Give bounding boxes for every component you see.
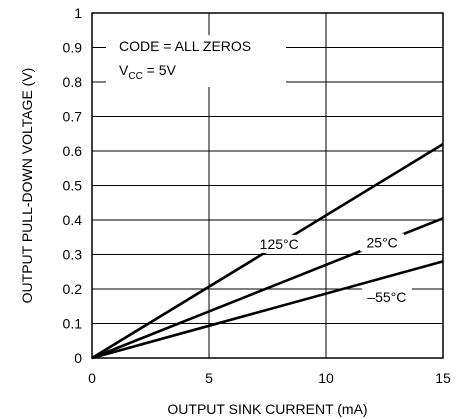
y-tick-label-4: 0.4 — [63, 212, 83, 228]
y-tick-label-8: 0.8 — [63, 74, 83, 90]
y-tick-label-0: 0 — [74, 350, 82, 366]
series-label-bg-1 — [360, 233, 405, 252]
annotation-background — [106, 35, 286, 87]
annotation-vcc-sub: CC — [128, 71, 142, 82]
x-tick-label-3: 15 — [435, 370, 451, 386]
x-tick-label-1: 5 — [205, 370, 213, 386]
series-label-1: 25°C — [367, 234, 398, 250]
plot-frame — [91, 12, 444, 359]
series-line-2 — [91, 260, 444, 360]
y-axis-label: OUTPUT PULL-DOWN VOLTAGE (V) — [19, 68, 35, 304]
y-tick-label-6: 0.6 — [63, 143, 83, 159]
y-tick-label-9: 0.9 — [63, 40, 83, 56]
y-tick-label-7: 0.7 — [63, 109, 83, 125]
y-tick-label-10: 1 — [74, 5, 82, 21]
x-tick-label-0: 0 — [88, 370, 96, 386]
annotation-vcc: VCC = 5V — [119, 62, 177, 82]
annotation-vcc-main: V — [119, 62, 129, 78]
series-label-0: 125°C — [260, 236, 299, 252]
tick-labels: 00.10.20.30.40.50.60.70.80.910 5 10 15 — [63, 5, 451, 386]
annotation-vcc-rest: = 5V — [143, 62, 177, 78]
y-tick-label-1: 0.1 — [63, 316, 83, 332]
x-axis-label: OUTPUT SINK CURRENT (mA) — [167, 401, 367, 417]
series-label-bg-0 — [254, 234, 305, 253]
series-label-bg-2 — [361, 287, 412, 306]
y-tick-label-3: 0.3 — [63, 247, 83, 263]
series-labels: 125°C 25°C –55°C — [254, 233, 412, 306]
annotation-code: CODE = ALL ZEROS — [119, 38, 251, 54]
series-label-2: –55°C — [367, 289, 406, 305]
y-tick-label-2: 0.2 — [63, 281, 83, 297]
y-tick-label-5: 0.5 — [63, 178, 83, 194]
x-tick-label-2: 10 — [318, 370, 334, 386]
